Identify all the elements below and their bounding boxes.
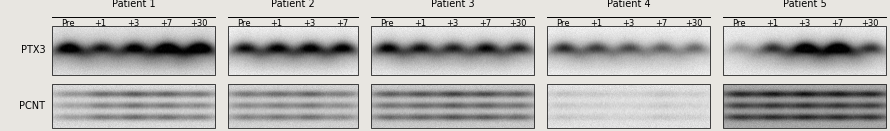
Text: +1: +1 [94,19,107,28]
Text: +3: +3 [622,19,635,28]
Text: +30: +30 [509,19,527,28]
Text: Pre: Pre [732,19,746,28]
Text: Patient 5: Patient 5 [783,0,827,9]
Text: Patient 4: Patient 4 [607,0,651,9]
Text: +1: +1 [766,19,778,28]
Text: Patient 3: Patient 3 [431,0,474,9]
Text: Pre: Pre [61,19,75,28]
Text: +3: +3 [447,19,459,28]
Text: +1: +1 [590,19,602,28]
Text: +7: +7 [831,19,844,28]
Text: +1: +1 [271,19,283,28]
Text: +1: +1 [414,19,426,28]
Text: +30: +30 [190,19,207,28]
Text: PTX3: PTX3 [20,45,45,55]
Text: Pre: Pre [237,19,251,28]
Text: +30: +30 [862,19,878,28]
Text: +7: +7 [336,19,348,28]
Text: +7: +7 [479,19,491,28]
Text: +7: +7 [160,19,173,28]
Text: Patient 1: Patient 1 [111,0,155,9]
Text: +7: +7 [655,19,668,28]
Text: +3: +3 [127,19,140,28]
Text: +3: +3 [798,19,811,28]
Text: Patient 2: Patient 2 [271,0,315,9]
Text: Pre: Pre [380,19,394,28]
Text: Pre: Pre [556,19,570,28]
Text: +3: +3 [303,19,316,28]
Text: +30: +30 [685,19,703,28]
Text: PCNT: PCNT [20,101,45,111]
